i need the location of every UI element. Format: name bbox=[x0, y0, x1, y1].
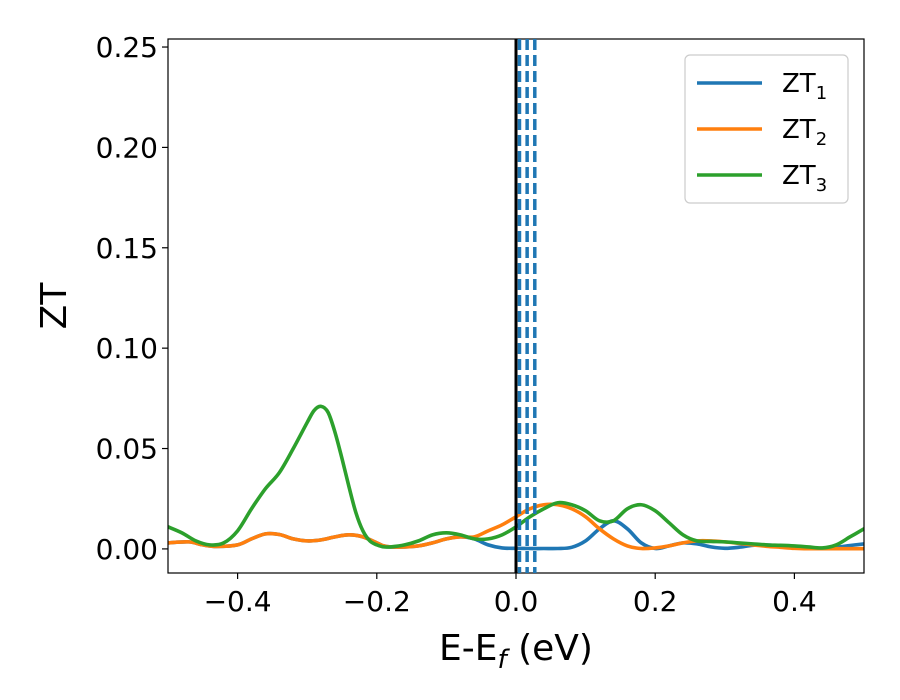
legend: ZT1 ZT2 ZT3 bbox=[684, 54, 849, 204]
x-tick-label: −0.2 bbox=[343, 585, 411, 618]
y-tick-label: 0.05 bbox=[96, 433, 158, 466]
y-axis-ticks: 0.00 0.05 0.10 0.15 0.20 0.25 bbox=[96, 31, 168, 566]
x-tick-label: −0.4 bbox=[204, 585, 272, 618]
x-tick-label: 0.2 bbox=[633, 585, 678, 618]
y-tick-label: 0.00 bbox=[96, 533, 158, 566]
x-tick-label: 0.0 bbox=[494, 585, 539, 618]
y-tick-label: 0.20 bbox=[96, 131, 158, 164]
legend-label-zt1: ZT1 bbox=[782, 69, 827, 104]
y-tick-label: 0.10 bbox=[96, 332, 158, 365]
vertical-reference-lines bbox=[514, 39, 537, 573]
y-tick-label: 0.15 bbox=[96, 232, 158, 265]
series-line-zt3 bbox=[168, 404, 864, 550]
x-axis-title: E-Ef (eV) bbox=[439, 628, 593, 675]
y-axis-title: ZT bbox=[34, 282, 75, 330]
legend-label-zt2: ZT2 bbox=[782, 115, 827, 150]
x-tick-label: 0.4 bbox=[772, 585, 817, 618]
y-tick-label: 0.25 bbox=[96, 31, 158, 64]
legend-label-zt3: ZT3 bbox=[782, 161, 827, 196]
legend-box bbox=[684, 54, 849, 204]
x-axis-ticks: −0.4 −0.2 0.0 0.2 0.4 bbox=[204, 573, 817, 618]
